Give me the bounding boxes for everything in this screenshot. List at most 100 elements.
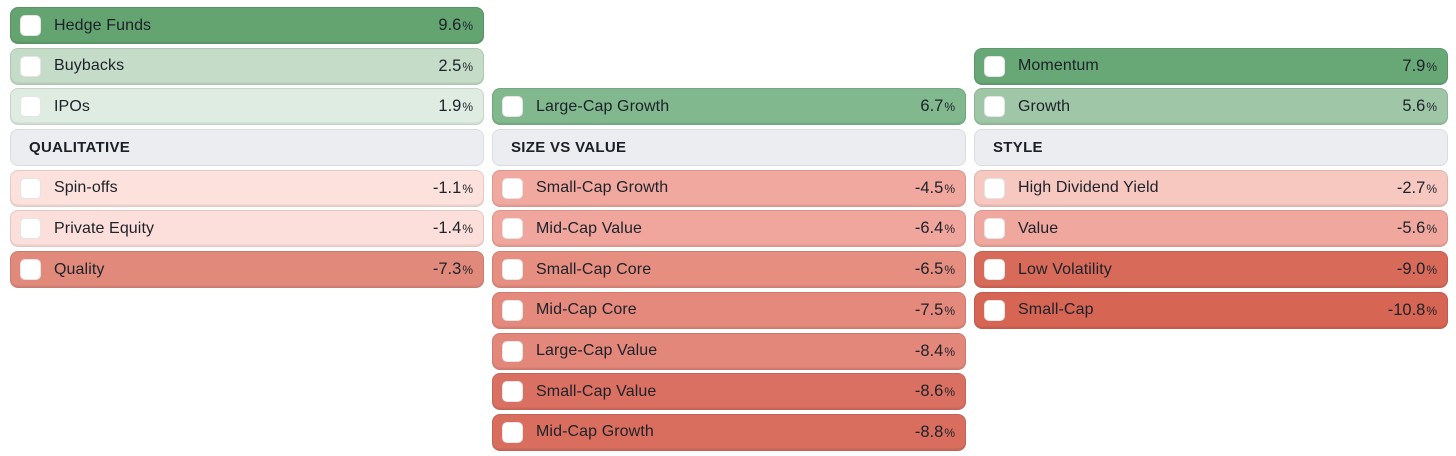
checkbox-mid-cap-growth[interactable] [502, 421, 523, 443]
checkbox-ipos[interactable] [20, 96, 41, 118]
percent-sign: % [944, 263, 955, 278]
factor-value: -4.5% [914, 178, 955, 197]
factor-value: -6.4% [914, 219, 955, 238]
factor-row-private-equity[interactable]: Private Equity -1.4% [10, 210, 484, 248]
factor-value: -5.6% [1396, 219, 1437, 238]
section-header-qualitative: QUALITATIVE [10, 129, 484, 167]
factor-label: Mid-Cap Value [536, 219, 642, 237]
percent-sign: % [944, 385, 955, 400]
section-header-label: SIZE VS VALUE [511, 139, 627, 157]
percent-sign: % [462, 222, 473, 237]
percent-sign: % [944, 222, 955, 237]
percent-sign: % [1426, 303, 1437, 318]
factor-value: 1.9% [438, 97, 473, 116]
factor-row-high-dividend-yield[interactable]: High Dividend Yield -2.7% [974, 169, 1448, 207]
factor-row-small-cap[interactable]: Small-Cap -10.8% [974, 291, 1448, 329]
factor-row-small-cap-core[interactable]: Small-Cap Core -6.5% [492, 251, 966, 289]
checkbox-private-equity[interactable] [20, 218, 41, 240]
factor-row-large-cap-growth[interactable]: Large-Cap Growth 6.7% [492, 88, 966, 126]
column-size-vs-value: Large-Cap Growth 6.7% SIZE VS VALUE Smal… [492, 7, 966, 451]
factor-row-value[interactable]: Value -5.6% [974, 210, 1448, 248]
factor-label: High Dividend Yield [1018, 179, 1159, 197]
factor-row-hedge-funds[interactable]: Hedge Funds 9.6% [10, 7, 484, 44]
factor-label: Small-Cap [1018, 301, 1094, 319]
percent-sign: % [1426, 263, 1437, 278]
percent-sign: % [944, 425, 955, 440]
factor-value: -7.5% [914, 300, 955, 319]
factor-row-small-cap-value[interactable]: Small-Cap Value -8.6% [492, 373, 966, 411]
factor-label: IPOs [54, 97, 90, 115]
factor-row-spin-offs[interactable]: Spin-offs -1.1% [10, 169, 484, 207]
checkbox-hedge-funds[interactable] [20, 15, 41, 36]
percent-sign: % [1426, 100, 1437, 115]
checkbox-growth[interactable] [984, 96, 1005, 118]
factor-row-ipos[interactable]: IPOs 1.9% [10, 88, 484, 126]
factor-label: Mid-Cap Growth [536, 423, 654, 441]
factor-label: Small-Cap Value [536, 382, 657, 400]
column-qualitative: Hedge Funds 9.6% Buybacks 2.5% IPOs 1.9%… [10, 7, 484, 451]
section-header-label: STYLE [993, 139, 1043, 157]
factor-value: -7.3% [432, 260, 473, 279]
factor-label: Growth [1018, 97, 1071, 115]
factor-value: -6.5% [914, 260, 955, 279]
checkbox-small-cap-core[interactable] [502, 259, 523, 281]
checkbox-large-cap-growth[interactable] [502, 96, 523, 118]
factor-value: -1.1% [432, 178, 473, 197]
factor-row-large-cap-value[interactable]: Large-Cap Value -8.4% [492, 332, 966, 370]
factor-label: Value [1018, 219, 1059, 237]
factor-value: 5.6% [1402, 97, 1437, 116]
percent-sign: % [462, 263, 473, 278]
factor-label: Low Volatility [1018, 260, 1112, 278]
checkbox-momentum[interactable] [984, 55, 1005, 77]
percent-sign: % [462, 100, 473, 115]
factor-row-small-cap-growth[interactable]: Small-Cap Growth -4.5% [492, 169, 966, 207]
factor-row-momentum[interactable]: Momentum 7.9% [974, 47, 1448, 85]
factor-value: 9.6% [438, 16, 473, 34]
factor-label: Momentum [1018, 57, 1099, 75]
factor-value: -8.6% [914, 382, 955, 401]
factor-label: Small-Cap Core [536, 260, 652, 278]
section-header-size-vs-value: SIZE VS VALUE [492, 129, 966, 167]
factor-row-mid-cap-growth[interactable]: Mid-Cap Growth -8.8% [492, 413, 966, 451]
percent-sign: % [1426, 59, 1437, 74]
factor-label: Large-Cap Growth [536, 97, 670, 115]
factor-label: Mid-Cap Core [536, 301, 637, 319]
factor-value: -10.8% [1387, 300, 1437, 319]
checkbox-quality[interactable] [20, 259, 41, 281]
factor-value: 6.7% [920, 97, 955, 116]
checkbox-small-cap-growth[interactable] [502, 177, 523, 199]
factor-row-low-volatility[interactable]: Low Volatility -9.0% [974, 251, 1448, 289]
checkbox-high-dividend-yield[interactable] [984, 177, 1005, 199]
section-header-style: STYLE [974, 129, 1448, 167]
factor-row-mid-cap-value[interactable]: Mid-Cap Value -6.4% [492, 210, 966, 248]
percent-sign: % [944, 100, 955, 115]
factor-value: -9.0% [1396, 260, 1437, 279]
percent-sign: % [462, 181, 473, 196]
factor-label: Hedge Funds [54, 16, 152, 34]
factor-label: Large-Cap Value [536, 342, 658, 359]
factor-value: 2.5% [438, 56, 473, 75]
factor-label: Spin-offs [54, 179, 118, 197]
factor-row-growth[interactable]: Growth 5.6% [974, 88, 1448, 126]
factor-label: Small-Cap Growth [536, 179, 669, 197]
factor-row-mid-cap-core[interactable]: Mid-Cap Core -7.5% [492, 291, 966, 329]
percent-sign: % [1426, 222, 1437, 237]
checkbox-mid-cap-value[interactable] [502, 218, 523, 240]
factor-row-buybacks[interactable]: Buybacks 2.5% [10, 47, 484, 85]
factor-label: Quality [54, 260, 105, 278]
section-header-label: QUALITATIVE [29, 139, 131, 157]
checkbox-low-volatility[interactable] [984, 259, 1005, 281]
factor-row-quality[interactable]: Quality -7.3% [10, 251, 484, 289]
factor-value: -2.7% [1396, 178, 1437, 197]
percent-sign: % [462, 19, 473, 33]
factor-value: 7.9% [1402, 56, 1437, 75]
checkbox-small-cap[interactable] [984, 299, 1005, 321]
checkbox-value[interactable] [984, 218, 1005, 240]
checkbox-buybacks[interactable] [20, 55, 41, 77]
checkbox-mid-cap-core[interactable] [502, 299, 523, 321]
checkbox-small-cap-value[interactable] [502, 381, 523, 403]
checkbox-spin-offs[interactable] [20, 177, 41, 199]
percent-sign: % [944, 181, 955, 196]
checkbox-large-cap-value[interactable] [502, 340, 523, 362]
